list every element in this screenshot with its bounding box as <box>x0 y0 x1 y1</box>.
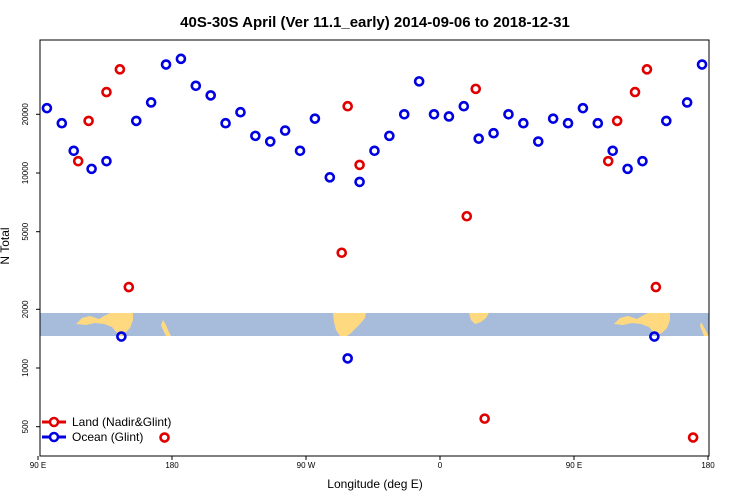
ocean-point <box>592 117 604 129</box>
chart-title: 40S-30S April (Ver 11.1_early) 2014-09-0… <box>180 14 570 31</box>
ocean-point <box>294 145 306 157</box>
ocean-point <box>681 97 693 108</box>
ocean-point <box>577 102 589 114</box>
land-point <box>611 115 623 127</box>
y-axis-title: N Total <box>0 227 12 264</box>
ocean-point <box>279 125 291 136</box>
x-tick-label: 90 E <box>30 461 46 470</box>
ocean-point <box>562 117 574 129</box>
legend-marker-ocean <box>48 431 60 443</box>
x-tick-label: 180 <box>165 461 179 470</box>
ocean-point <box>264 136 276 147</box>
land-point <box>641 64 653 75</box>
ocean-point <box>250 130 261 142</box>
land-point <box>101 86 112 98</box>
ocean-point <box>384 130 395 142</box>
ocean-point <box>473 133 485 144</box>
y-tick-label: 10000 <box>21 161 30 184</box>
y-tick-label: 5000 <box>21 222 30 240</box>
australia-landmass-east <box>614 313 670 335</box>
ocean-point <box>130 115 142 127</box>
x-tick-label: 90 W <box>297 461 316 470</box>
ocean-point <box>428 108 440 120</box>
plot-frame <box>39 39 710 457</box>
ocean-point <box>56 117 68 129</box>
ocean-point <box>175 53 187 65</box>
ocean-point <box>547 113 559 124</box>
south-america-landmass <box>333 313 366 336</box>
legend: Land (Nadir&Glint) Ocean (Glint) <box>42 415 171 444</box>
ocean-point <box>324 172 336 183</box>
x-tick-label: 0 <box>438 461 443 470</box>
ocean-point <box>86 163 97 175</box>
land-point <box>354 159 365 171</box>
ocean-point <box>145 97 157 108</box>
land-point <box>602 155 614 167</box>
ocean-point <box>413 76 425 87</box>
x-axis-title: Longitude (deg E) <box>327 477 422 491</box>
ocean-point <box>190 80 202 92</box>
land-point <box>687 432 699 443</box>
y-tick-label: 1000 <box>21 359 30 377</box>
africa-landmass <box>469 313 489 324</box>
ocean-point <box>160 59 172 70</box>
land-point <box>123 281 135 293</box>
land-point <box>83 115 94 127</box>
land-point <box>342 100 353 112</box>
legend-label-ocean: Ocean (Glint) <box>72 430 143 444</box>
ocean-point <box>309 113 321 124</box>
world-map-strip <box>40 313 709 336</box>
land-point <box>461 210 473 222</box>
land-point <box>72 155 84 167</box>
data-points <box>41 53 708 443</box>
ocean-point <box>661 115 672 127</box>
x-axis: 90 E 180 90 W 0 90 E 180 <box>30 456 715 470</box>
new-zealand-landmass-east <box>700 322 709 336</box>
land-point <box>336 247 348 259</box>
land-point <box>470 83 482 95</box>
ocean-point <box>696 59 708 70</box>
new-zealand-landmass <box>161 320 171 336</box>
australia-landmass <box>76 313 133 335</box>
ocean-point <box>235 106 246 118</box>
legend-marker-land <box>48 416 60 428</box>
chart-title-group: 40S-30S April (Ver 11.1_early) 2014-09-0… <box>180 14 570 31</box>
ocean-point <box>116 331 127 342</box>
ocean-point <box>532 136 544 147</box>
ocean-point <box>342 353 353 364</box>
ocean-point <box>607 145 619 157</box>
y-tick-label: 20000 <box>21 103 30 126</box>
land-point <box>159 432 170 443</box>
y-axis: 500 1000 2000 5000 10000 20000 <box>21 103 40 433</box>
ocean-point <box>637 155 648 167</box>
ocean-point <box>354 176 365 188</box>
x-tick-label: 90 E <box>566 461 582 470</box>
y-tick-label: 2000 <box>21 300 30 318</box>
ocean-band <box>40 313 709 336</box>
ocean-point <box>369 145 380 157</box>
ocean-point <box>101 155 112 167</box>
land-point <box>650 281 662 293</box>
ocean-point <box>503 108 514 120</box>
tasmania-landmass <box>117 335 124 336</box>
ocean-point <box>68 145 80 157</box>
ocean-point <box>458 100 470 112</box>
legend-label-land: Land (Nadir&Glint) <box>72 415 171 429</box>
ocean-point <box>622 163 633 175</box>
x-tick-label: 180 <box>701 461 715 470</box>
ocean-point <box>41 102 53 114</box>
ocean-point <box>443 111 455 122</box>
land-point <box>479 413 490 424</box>
ocean-point <box>398 108 410 120</box>
y-tick-label: 500 <box>21 419 30 433</box>
land-point <box>114 64 126 75</box>
land-point <box>629 86 641 98</box>
ocean-point <box>488 127 499 139</box>
ocean-point <box>220 117 231 129</box>
ocean-point <box>649 331 660 342</box>
ocean-point <box>518 117 529 129</box>
ocean-point <box>205 90 217 101</box>
